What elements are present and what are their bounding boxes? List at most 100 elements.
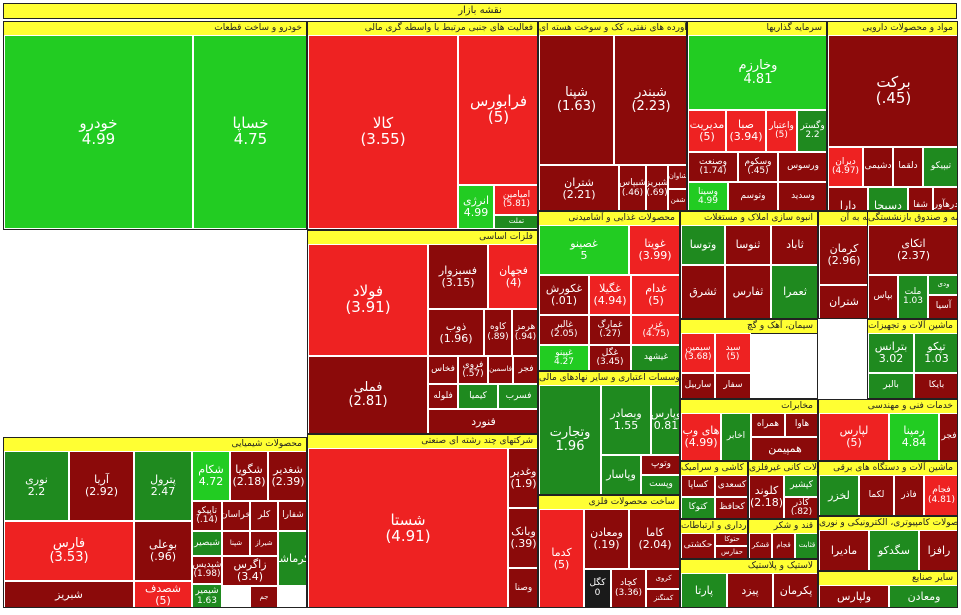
stock-tile[interactable]: قجام bbox=[772, 533, 795, 558]
stock-tile[interactable]: آریا (2.92) bbox=[69, 451, 134, 521]
stock-tile[interactable]: وغدیر (1.9) bbox=[508, 448, 537, 508]
stock-tile[interactable]: دسبحا bbox=[868, 187, 908, 210]
stock-tile[interactable]: فاسمین bbox=[488, 356, 513, 384]
stock-tile[interactable]: شیراز bbox=[250, 531, 278, 556]
stock-tile[interactable]: قشکر bbox=[749, 533, 772, 558]
stock-tile[interactable]: های وب (4.99) bbox=[681, 413, 721, 460]
stock-tile[interactable]: شغدیر (2.39) bbox=[268, 451, 306, 501]
stock-tile[interactable]: وپاسار bbox=[601, 455, 641, 494]
stock-tile[interactable]: انرژی 4.99 bbox=[458, 185, 494, 229]
stock-tile[interactable]: امیامین (5.81) bbox=[494, 185, 537, 215]
stock-tile[interactable]: حکشتی bbox=[681, 533, 715, 558]
stock-tile[interactable]: ورسوس bbox=[778, 152, 826, 182]
stock-tile[interactable]: غصینو 5 bbox=[539, 225, 629, 275]
stock-tile[interactable]: شپنا bbox=[222, 531, 250, 556]
stock-tile[interactable]: همراه bbox=[751, 413, 785, 437]
stock-tile[interactable]: کاذر (.82) bbox=[784, 497, 817, 518]
stock-tile[interactable]: مادیرا bbox=[819, 530, 869, 570]
stock-tile[interactable]: غگیلا (4.94) bbox=[589, 275, 631, 315]
stock-tile[interactable]: بوعلی (.96) bbox=[134, 521, 192, 581]
stock-tile[interactable]: پکرمان bbox=[773, 573, 817, 607]
stock-tile[interactable]: حفارس bbox=[715, 546, 747, 558]
stock-tile[interactable]: شتران bbox=[819, 285, 869, 318]
stock-tile[interactable]: لخزر bbox=[819, 475, 859, 515]
stock-tile[interactable]: سگدکو bbox=[869, 530, 919, 570]
stock-tile[interactable]: پیزد bbox=[727, 573, 773, 607]
stock-tile[interactable]: وپست bbox=[641, 475, 679, 494]
stock-tile[interactable]: کلر bbox=[250, 501, 278, 531]
stock-tile[interactable]: غپینو 4.27 bbox=[539, 345, 589, 370]
stock-tile[interactable]: کچاد (3.36) bbox=[611, 569, 646, 607]
stock-tile[interactable]: وتوسم bbox=[728, 182, 778, 210]
stock-tile[interactable]: شاوان bbox=[668, 165, 686, 189]
stock-tile[interactable]: بپاس bbox=[868, 275, 898, 318]
stock-tile[interactable]: کاما (2.04) bbox=[629, 509, 679, 569]
stock-tile[interactable]: کسعدی bbox=[715, 475, 747, 497]
stock-tile[interactable]: فاذر bbox=[894, 475, 924, 515]
stock-tile[interactable]: درهآور bbox=[933, 187, 957, 210]
stock-tile[interactable]: غالبر (2.05) bbox=[539, 315, 589, 345]
stock-tile[interactable]: شگویا (2.18) bbox=[230, 451, 268, 501]
stock-tile[interactable]: وسدید bbox=[778, 182, 826, 210]
stock-tile[interactable]: شتران (2.21) bbox=[539, 165, 619, 210]
stock-tile[interactable]: خراسان bbox=[222, 501, 250, 531]
stock-tile[interactable]: وتوپ bbox=[641, 455, 679, 475]
stock-tile[interactable]: تپکو 1.03 bbox=[914, 333, 957, 373]
stock-tile[interactable]: خپارس2.09 bbox=[132, 229, 230, 230]
stock-tile[interactable]: زاگرس (3.4) bbox=[222, 556, 278, 586]
stock-tile[interactable]: بالبر bbox=[868, 373, 914, 398]
stock-tile[interactable]: ثاباد bbox=[771, 225, 817, 265]
stock-tile[interactable]: سید (5) bbox=[715, 333, 751, 373]
stock-tile[interactable]: جم bbox=[250, 586, 278, 607]
stock-tile[interactable]: قثابت bbox=[795, 533, 817, 558]
stock-tile[interactable]: خساپا 4.75 bbox=[193, 35, 306, 229]
stock-tile[interactable]: کالا (3.55) bbox=[308, 35, 458, 229]
stock-tile[interactable]: خودرو 4.99 bbox=[4, 35, 193, 229]
stock-tile[interactable]: وتوسا bbox=[681, 225, 725, 265]
stock-tile[interactable]: دشیمی bbox=[863, 147, 893, 187]
stock-tile[interactable]: غیشهد bbox=[631, 345, 679, 370]
stock-tile[interactable]: فجر bbox=[513, 356, 537, 384]
stock-tile[interactable]: برکت (.45) bbox=[828, 35, 957, 147]
stock-tile[interactable]: کحافظ bbox=[715, 497, 747, 518]
stock-tile[interactable]: کلوند (2.18) bbox=[749, 475, 784, 518]
stock-tile[interactable]: فنورد bbox=[428, 409, 537, 433]
stock-tile[interactable]: فخاس bbox=[428, 356, 458, 384]
stock-tile[interactable]: ملت 1.03 bbox=[898, 275, 928, 318]
stock-tile[interactable]: تاپیکو (.14) bbox=[192, 501, 222, 531]
stock-tile[interactable]: شیمیر 1.63 bbox=[192, 584, 222, 607]
stock-tile[interactable]: شبندر (2.23) bbox=[614, 35, 686, 165]
stock-tile[interactable]: کروی bbox=[646, 569, 679, 589]
stock-tile[interactable]: وخارزم 4.81 bbox=[688, 35, 826, 110]
stock-tile[interactable]: شفارا bbox=[278, 501, 306, 531]
stock-tile[interactable]: کتوکا bbox=[681, 497, 715, 518]
stock-tile[interactable]: ثفارس bbox=[725, 265, 771, 318]
stock-tile[interactable]: اتکای (2.37) bbox=[868, 225, 957, 275]
stock-tile[interactable]: وبانک (.39) bbox=[508, 508, 537, 568]
stock-tile[interactable]: ذوب (1.96) bbox=[428, 309, 484, 356]
stock-tile[interactable]: همپیمن bbox=[751, 437, 817, 460]
stock-tile[interactable]: کگل 0 bbox=[584, 569, 611, 607]
stock-tile[interactable]: بترانس 3.02 bbox=[868, 333, 914, 373]
stock-tile[interactable]: صبا (3.94) bbox=[726, 110, 766, 152]
stock-tile[interactable]: شفن bbox=[668, 189, 686, 210]
stock-tile[interactable]: شبپاس (.46) bbox=[619, 165, 646, 210]
stock-tile[interactable]: ومعادن bbox=[889, 585, 957, 607]
stock-tile[interactable]: وسینا 4.99 bbox=[688, 182, 728, 210]
stock-tile[interactable]: شبریز bbox=[4, 581, 134, 607]
stock-tile[interactable]: فرابورس (5) bbox=[458, 35, 537, 185]
stock-tile[interactable]: فملی (2.81) bbox=[308, 356, 428, 433]
stock-tile[interactable]: کپشیر bbox=[784, 475, 817, 497]
stock-tile[interactable]: واعتبار (5) bbox=[766, 110, 797, 152]
stock-tile[interactable]: هرمز (.94) bbox=[512, 309, 537, 356]
stock-tile[interactable]: غمارگ (.27) bbox=[589, 315, 631, 345]
stock-tile[interactable]: هاوا bbox=[785, 413, 817, 437]
stock-tile[interactable]: فروی (.57) bbox=[458, 356, 488, 384]
stock-tile[interactable]: شپنا (1.63) bbox=[539, 35, 614, 165]
stock-tile[interactable]: خنصیر(4.97) bbox=[230, 229, 307, 230]
stock-tile[interactable]: شصدف (5) bbox=[134, 581, 192, 607]
stock-tile[interactable]: پارتا bbox=[681, 573, 727, 607]
stock-tile[interactable]: فجام (4.81) bbox=[924, 475, 957, 515]
stock-tile[interactable]: مدیریت (5) bbox=[688, 110, 726, 152]
stock-tile[interactable]: وتجارت 1.96 bbox=[539, 385, 601, 494]
